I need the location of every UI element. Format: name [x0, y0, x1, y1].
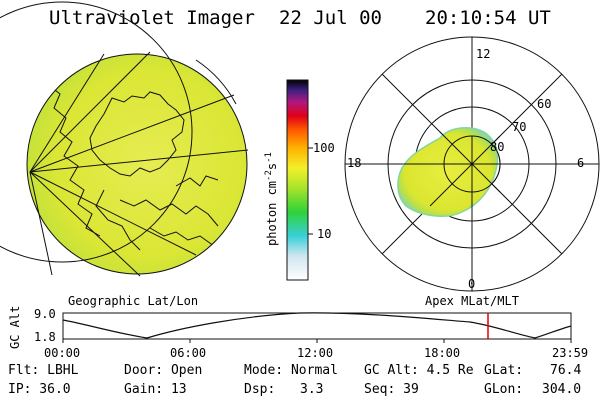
ip-info: IP: 36.0 — [8, 382, 71, 397]
dsp-label: Dsp: — [244, 382, 276, 397]
altitude-plot — [62, 312, 572, 343]
earth-limb — [26, 53, 248, 275]
glon-label: GLon: — [484, 382, 524, 397]
dsp-value: 3.3 — [300, 382, 324, 397]
time-tick-1: 06:00 — [170, 346, 207, 360]
door-info: Door: Open — [124, 363, 203, 378]
mlat-label-70: 70 — [512, 120, 527, 134]
polar-plot — [344, 36, 600, 292]
geographic-panel-label: Geographic Lat/Lon — [68, 294, 199, 308]
time-tick-2: 12:00 — [297, 346, 334, 360]
mlt-label-6: 6 — [577, 156, 585, 170]
glat-value: 76.4 — [550, 363, 582, 378]
altitude-curve — [62, 312, 572, 339]
glon-value: 304.0 — [542, 382, 582, 397]
earth-disk — [27, 54, 247, 274]
instrument-title: Ultraviolet Imager — [49, 7, 255, 29]
mlt-label-0: 0 — [468, 277, 476, 291]
date-label: 22 Jul 00 — [279, 7, 382, 29]
apex-panel-label: Apex MLat/MLT — [425, 294, 519, 308]
colorbar-label-high: 100 — [313, 141, 335, 155]
altitude-y-high: 9.0 — [34, 307, 56, 321]
time-label: 20:10:54 UT — [425, 7, 551, 29]
limb-arc — [195, 59, 237, 105]
lat-lon-grid — [0, 1, 249, 277]
colorbar — [286, 79, 313, 281]
altitude-frame — [62, 312, 572, 340]
colorbar-scale — [286, 79, 309, 281]
mlt-label-18: 18 — [347, 156, 362, 170]
geographic-image — [0, 1, 249, 277]
time-tick-3: 18:00 — [424, 346, 461, 360]
seq-info: Seq: 39 — [364, 382, 419, 397]
glat-label: GLat: — [484, 363, 524, 378]
mlat-label-60: 60 — [537, 97, 552, 111]
altitude-y-low: 1.8 — [34, 330, 56, 344]
auroral-oval — [397, 126, 499, 218]
flt-info: Flt: LBHL — [8, 363, 79, 378]
colorbar-unit-label: photon cm-2s-1 — [264, 152, 279, 246]
time-tick-4: 23:59 — [552, 346, 589, 360]
polar-grid-overlay — [404, 131, 501, 212]
gain-info: Gain: 13 — [124, 382, 187, 397]
time-tick-0: 00:00 — [44, 346, 81, 360]
mlat-label-80: 80 — [490, 140, 505, 154]
gc-alt-info: GC Alt: 4.5 Re — [364, 363, 474, 378]
mode-info: Mode: Normal — [244, 363, 338, 378]
colorbar-label-low: 10 — [317, 227, 332, 241]
altitude-axis-label: GC Alt — [8, 305, 22, 349]
mlt-label-12: 12 — [476, 47, 491, 61]
